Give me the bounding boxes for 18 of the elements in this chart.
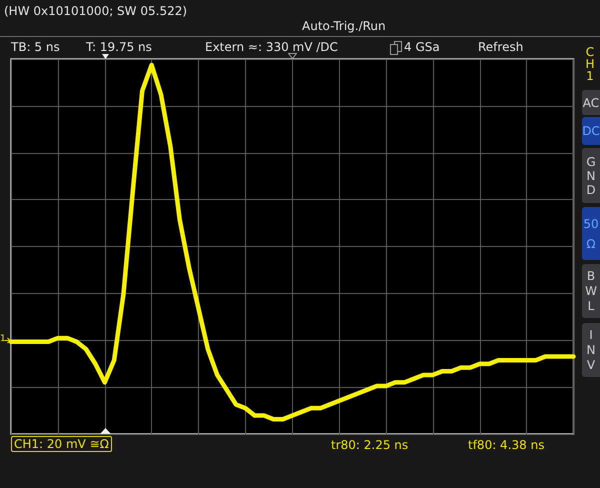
text: TB: 5 ns — [11, 40, 60, 54]
text: (HW 0x10101000; SW 05.522) — [4, 4, 188, 18]
text: Extern ≈: 330 mV /DC — [205, 40, 338, 54]
text: 4 GSa — [404, 40, 440, 54]
text: CH1: 20 mV ≅Ω — [11, 436, 112, 452]
text: Auto-Trig./Run — [302, 19, 386, 33]
text: CH1 — [585, 45, 595, 83]
button: AC — [582, 90, 600, 115]
text: tr80: 2.25 ns — [331, 438, 408, 452]
text: 1 — [0, 334, 6, 345]
button: INV — [582, 323, 600, 377]
text: tf80: 4.38 ns — [468, 438, 544, 452]
button: BWL — [582, 264, 600, 318]
button: GND — [582, 148, 600, 203]
button: DC — [582, 117, 600, 145]
button: 50 Ω — [582, 207, 600, 260]
text: Refresh — [478, 40, 524, 54]
text: T: 19.75 ns — [86, 40, 152, 54]
